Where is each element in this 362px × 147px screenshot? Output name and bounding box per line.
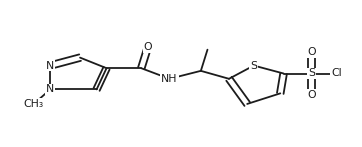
Text: O: O — [144, 42, 152, 52]
Text: S: S — [250, 61, 257, 71]
Text: O: O — [307, 47, 316, 57]
Text: N: N — [46, 84, 54, 94]
Text: CH₃: CH₃ — [24, 99, 44, 109]
Text: O: O — [307, 90, 316, 100]
Text: Cl: Cl — [331, 69, 342, 78]
Text: N: N — [46, 61, 54, 71]
Text: S: S — [308, 69, 315, 78]
Text: NH: NH — [161, 74, 178, 84]
